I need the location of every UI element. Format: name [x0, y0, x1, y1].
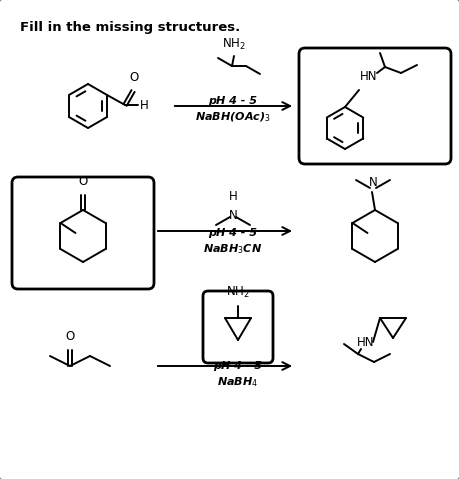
- Text: Fill in the missing structures.: Fill in the missing structures.: [20, 21, 240, 34]
- Text: N: N: [229, 208, 237, 221]
- Text: N: N: [369, 176, 377, 189]
- Text: NH$_2$: NH$_2$: [222, 37, 246, 52]
- Text: pH 4 - 5: pH 4 - 5: [208, 96, 257, 106]
- Text: pH 4 - 5: pH 4 - 5: [208, 228, 257, 238]
- Text: H: H: [140, 99, 149, 112]
- FancyBboxPatch shape: [299, 48, 451, 164]
- Text: pH 4 - 5: pH 4 - 5: [213, 361, 263, 371]
- Text: NH$_2$: NH$_2$: [226, 285, 250, 300]
- Text: NaBH$_3$CN: NaBH$_3$CN: [203, 242, 263, 256]
- Text: H: H: [229, 190, 237, 203]
- Text: NaBH$_4$: NaBH$_4$: [218, 375, 258, 389]
- Text: HN: HN: [357, 335, 375, 349]
- FancyBboxPatch shape: [12, 177, 154, 289]
- Text: HN: HN: [360, 70, 377, 83]
- Text: O: O: [78, 175, 88, 188]
- Text: O: O: [65, 330, 75, 343]
- Text: NaBH(OAc)$_3$: NaBH(OAc)$_3$: [195, 110, 271, 124]
- FancyBboxPatch shape: [203, 291, 273, 363]
- Text: O: O: [129, 71, 139, 84]
